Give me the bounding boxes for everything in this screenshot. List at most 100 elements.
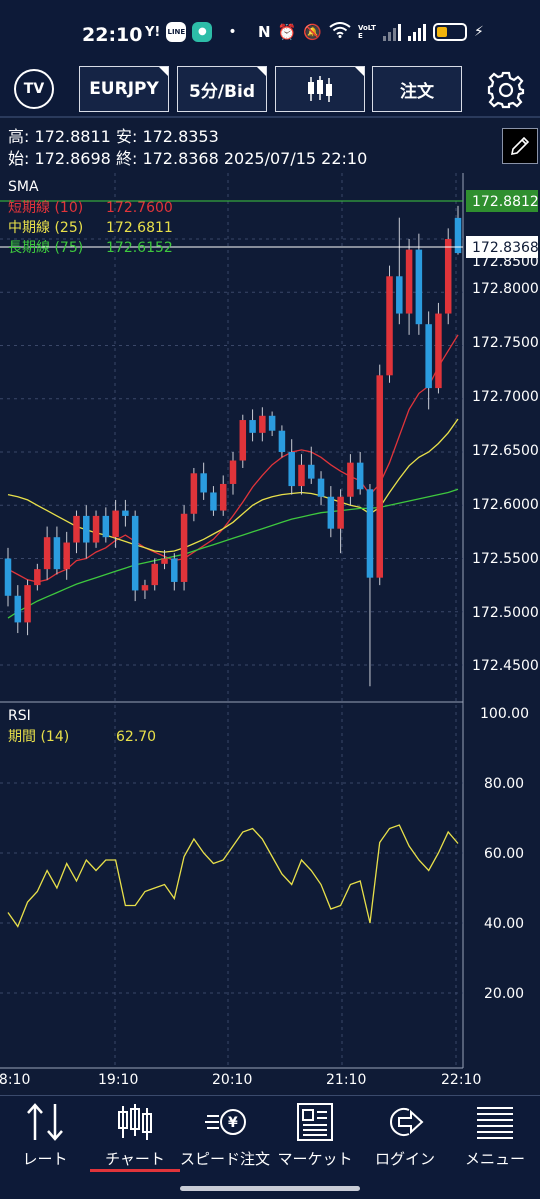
close-label: 終: bbox=[115, 149, 138, 168]
rsi-title: RSI bbox=[8, 708, 31, 724]
high-value: 172.8811 bbox=[34, 127, 111, 146]
nav-label: ログイン bbox=[374, 1150, 435, 1168]
sma-title: SMA bbox=[8, 179, 39, 195]
candle-body bbox=[180, 513, 188, 582]
nav-speed-order[interactable]: ¥ スピード注文 bbox=[180, 1096, 270, 1176]
status-system-icons: N ⏰ 🔕 VoLTE ⚡ bbox=[258, 22, 484, 42]
order-button[interactable]: 注文 bbox=[372, 66, 462, 112]
nav-label: マーケット bbox=[277, 1150, 353, 1168]
logo-text: TV bbox=[23, 81, 45, 97]
signal-1-icon bbox=[382, 23, 401, 41]
candle-body bbox=[102, 515, 110, 538]
candle-body bbox=[131, 515, 139, 591]
time-tick: 22:10 bbox=[441, 1072, 481, 1088]
chart-canvas[interactable]: 172.8812 172.8368 172.8000 172.7500 172.… bbox=[0, 173, 540, 1093]
home-indicator bbox=[180, 1186, 360, 1191]
candle-body bbox=[229, 460, 237, 484]
candle-body bbox=[122, 510, 129, 516]
symbol-button[interactable]: EURJPY bbox=[79, 66, 169, 112]
price-tick: 172.7500 bbox=[472, 335, 539, 351]
rsi-tick: 100.00 bbox=[480, 706, 529, 722]
bottom-navigation: レート チャート ¥ スピード注文 bbox=[0, 1095, 540, 1199]
nav-market[interactable]: マーケット bbox=[270, 1096, 360, 1176]
high-label: 高: bbox=[8, 127, 30, 146]
rate-arrows-icon bbox=[27, 1103, 63, 1141]
high-price-tag-text: 172.8812 bbox=[472, 194, 539, 210]
pencil-icon bbox=[510, 136, 530, 156]
battery-icon bbox=[432, 23, 467, 41]
low-value: 172.8353 bbox=[142, 127, 219, 146]
sma-mid-value: 172.6811 bbox=[106, 220, 173, 236]
order-label: 注文 bbox=[400, 81, 434, 102]
rsi-tick: 60.00 bbox=[484, 846, 524, 862]
candle-body bbox=[92, 515, 100, 543]
login-icon bbox=[390, 1108, 424, 1136]
settings-gear-icon[interactable] bbox=[486, 70, 526, 110]
status-time: 22:10 bbox=[82, 24, 143, 46]
mute-icon: 🔕 bbox=[303, 23, 322, 41]
sma-short-label: 短期線 (10) bbox=[8, 200, 83, 216]
low-label: 安: bbox=[115, 127, 138, 146]
last-price-tag bbox=[466, 236, 538, 258]
rsi-line bbox=[7, 824, 459, 928]
sma-long-label: 長期線 (75) bbox=[8, 240, 83, 256]
candle-body bbox=[376, 375, 383, 578]
candle-body bbox=[405, 249, 413, 314]
candle-body bbox=[454, 217, 462, 254]
price-tick: 172.8000 bbox=[472, 281, 539, 297]
nav-label: スピード注文 bbox=[180, 1150, 271, 1168]
nfc-icon: N bbox=[258, 23, 271, 41]
price-tick: 172.5000 bbox=[472, 605, 539, 621]
candle-body bbox=[14, 595, 22, 623]
status-bar: 22:10 Y! LINE ● • N ⏰ 🔕 VoLTE ⚡ bbox=[0, 0, 540, 62]
yahoo-icon: Y! bbox=[145, 24, 161, 40]
nav-rate[interactable]: レート bbox=[0, 1096, 90, 1176]
time-tick: 20:10 bbox=[212, 1072, 252, 1088]
candle-body bbox=[151, 563, 158, 586]
wifi-icon bbox=[329, 22, 351, 42]
speed-order-icon: ¥ bbox=[205, 1109, 246, 1135]
candle-body bbox=[24, 585, 31, 623]
candle-body bbox=[4, 558, 12, 596]
candle-body bbox=[171, 558, 178, 582]
candle-body bbox=[327, 496, 335, 529]
chart-area[interactable]: 172.8812 172.8368 172.8000 172.7500 172.… bbox=[0, 173, 540, 1093]
price-tick: 172.5500 bbox=[472, 551, 539, 567]
candle-body bbox=[268, 415, 276, 431]
candle-body bbox=[210, 492, 217, 511]
candle-body bbox=[386, 276, 393, 376]
chat-icon: ● bbox=[192, 22, 213, 42]
candle-body bbox=[288, 452, 295, 487]
candle-body bbox=[435, 313, 442, 389]
tradingview-logo-icon[interactable]: TV bbox=[14, 69, 54, 109]
candle-body bbox=[63, 542, 70, 570]
market-news-icon bbox=[297, 1103, 333, 1141]
nav-label: メニュー bbox=[464, 1150, 525, 1168]
line-icon: LINE bbox=[166, 22, 187, 42]
dropdown-corner-icon bbox=[257, 67, 266, 76]
candle-body bbox=[278, 430, 286, 452]
nav-chart[interactable]: チャート bbox=[90, 1096, 180, 1176]
menu-icon bbox=[477, 1107, 513, 1139]
open-value: 172.8698 bbox=[34, 149, 111, 168]
candle-body bbox=[190, 473, 198, 514]
time-tick: 18:10 bbox=[0, 1072, 30, 1088]
open-label: 始: bbox=[8, 149, 30, 168]
rsi-tick: 40.00 bbox=[484, 916, 524, 932]
ohlc-info: 高: 172.8811 安: 172.8353 始: 172.8698 終: 1… bbox=[8, 126, 367, 170]
candle-body bbox=[337, 496, 344, 529]
nav-menu[interactable]: メニュー bbox=[450, 1096, 540, 1176]
drawing-tool-button[interactable] bbox=[502, 128, 538, 164]
candle-body bbox=[161, 558, 168, 564]
candle-body bbox=[396, 276, 403, 314]
price-tick: 172.7000 bbox=[472, 389, 539, 405]
chart-type-button[interactable] bbox=[275, 66, 365, 112]
chart-candles-icon bbox=[118, 1104, 152, 1140]
interval-button[interactable]: 5分/Bid bbox=[177, 66, 267, 112]
nav-login[interactable]: ログイン bbox=[360, 1096, 450, 1176]
candle-body bbox=[112, 510, 119, 538]
time-tick: 21:10 bbox=[326, 1072, 366, 1088]
price-tick: 172.4500 bbox=[472, 658, 539, 674]
candle-body bbox=[308, 464, 315, 479]
plot-background bbox=[0, 173, 463, 1093]
